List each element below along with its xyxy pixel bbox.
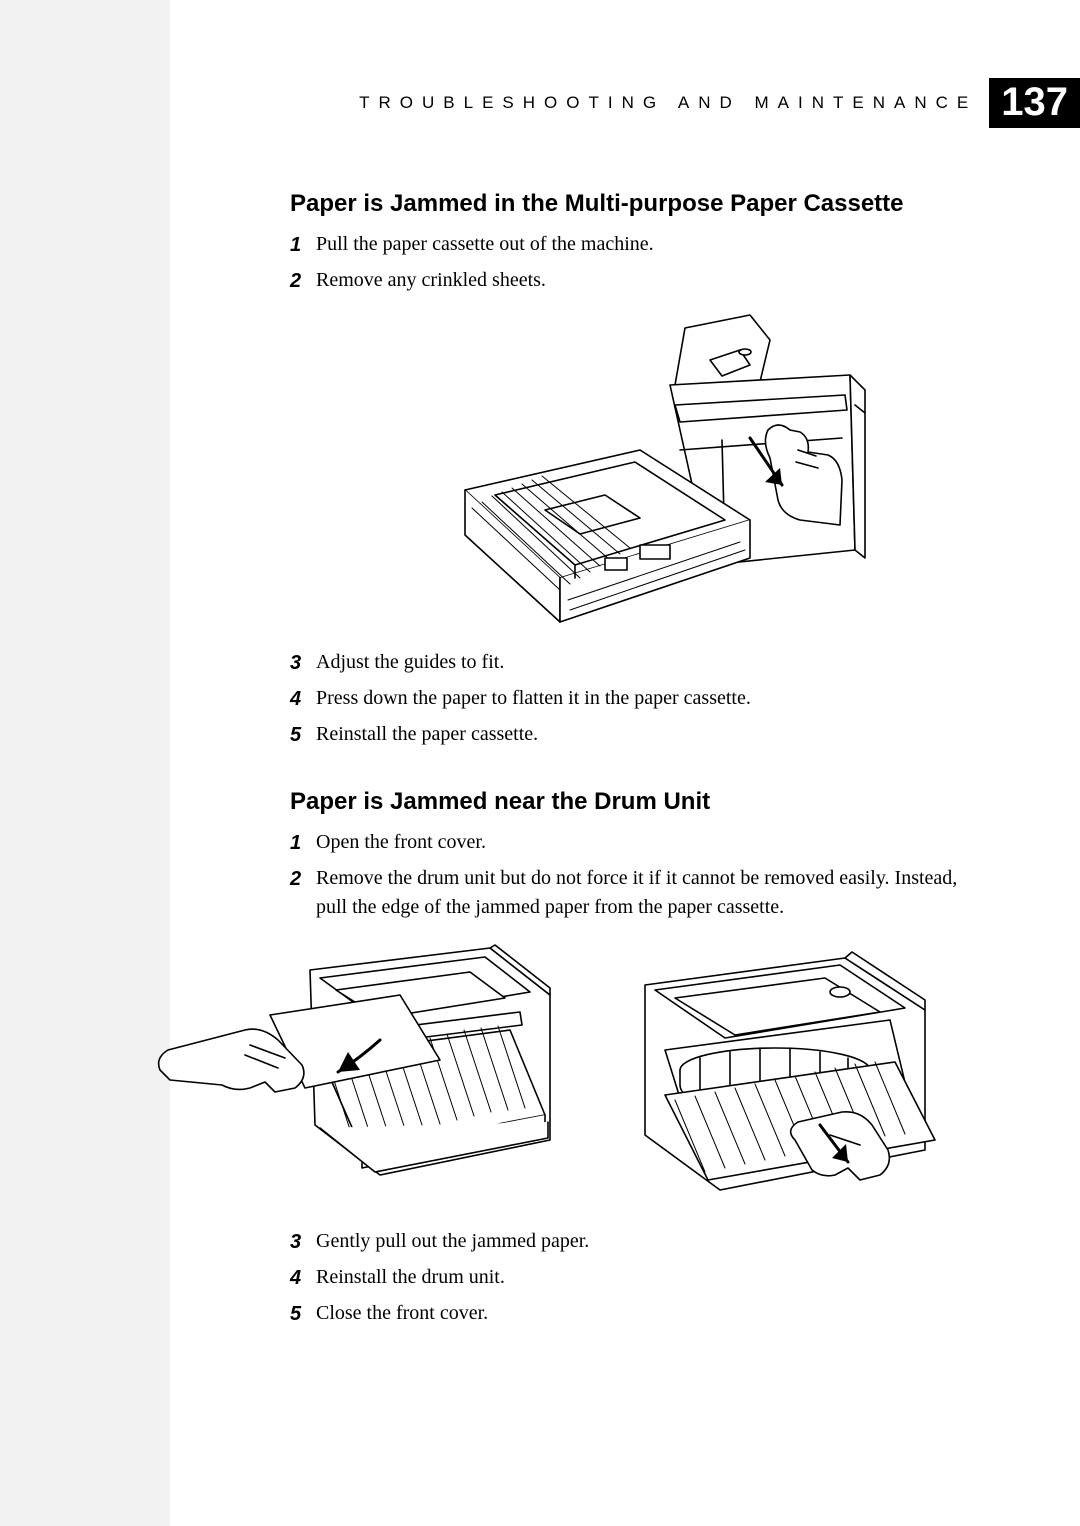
- step-number: 2: [290, 266, 316, 296]
- step-text: Remove any crinkled sheets.: [316, 266, 990, 295]
- step-text: Reinstall the paper cassette.: [316, 720, 990, 749]
- step-number: 3: [290, 648, 316, 678]
- step-text: Pull the paper cassette out of the machi…: [316, 230, 990, 259]
- step-number: 3: [290, 1227, 316, 1257]
- step-number: 1: [290, 230, 316, 260]
- step-text: Remove the drum unit but do not force it…: [316, 864, 990, 922]
- figure-drum-right: [590, 940, 1000, 1205]
- step-number: 4: [290, 1263, 316, 1293]
- main-content: Paper is Jammed in the Multi-purpose Pap…: [290, 170, 990, 1335]
- step-text: Adjust the guides to fit.: [316, 648, 990, 677]
- section2-heading: Paper is Jammed near the Drum Unit: [290, 788, 990, 816]
- step-text: Close the front cover.: [316, 1299, 990, 1328]
- figure-cassette-removal: [290, 310, 990, 630]
- step-text: Gently pull out the jammed paper.: [316, 1227, 990, 1256]
- list-item: 3 Gently pull out the jammed paper.: [290, 1227, 990, 1257]
- step-number: 2: [290, 864, 316, 894]
- list-item: 1 Pull the paper cassette out of the mac…: [290, 230, 990, 260]
- figure-row-drum: [150, 940, 1000, 1205]
- step-number: 5: [290, 1299, 316, 1329]
- figure-drum-left: [150, 940, 560, 1205]
- step-text: Press down the paper to flatten it in th…: [316, 684, 990, 713]
- step-number: 5: [290, 720, 316, 750]
- list-item: 2 Remove any crinkled sheets.: [290, 266, 990, 296]
- left-sidebar: [0, 0, 170, 1526]
- step-text: Open the front cover.: [316, 828, 990, 857]
- list-item: 3 Adjust the guides to fit.: [290, 648, 990, 678]
- list-item: 2 Remove the drum unit but do not force …: [290, 864, 990, 922]
- list-item: 4 Press down the paper to flatten it in …: [290, 684, 990, 714]
- step-text: Reinstall the drum unit.: [316, 1263, 990, 1292]
- header: TROUBLESHOOTING AND MAINTENANCE 137: [170, 78, 1080, 128]
- section2-steps-bottom: 3 Gently pull out the jammed paper. 4 Re…: [290, 1227, 990, 1329]
- section1-heading: Paper is Jammed in the Multi-purpose Pap…: [290, 190, 990, 218]
- chapter-title: TROUBLESHOOTING AND MAINTENANCE: [359, 93, 977, 113]
- section2-steps-top: 1 Open the front cover. 2 Remove the dru…: [290, 828, 990, 922]
- section1-steps-top: 1 Pull the paper cassette out of the mac…: [290, 230, 990, 296]
- page-number: 137: [989, 78, 1080, 128]
- list-item: 5 Reinstall the paper cassette.: [290, 720, 990, 750]
- list-item: 1 Open the front cover.: [290, 828, 990, 858]
- section1-steps-bottom: 3 Adjust the guides to fit. 4 Press down…: [290, 648, 990, 750]
- step-number: 1: [290, 828, 316, 858]
- list-item: 5 Close the front cover.: [290, 1299, 990, 1329]
- step-number: 4: [290, 684, 316, 714]
- list-item: 4 Reinstall the drum unit.: [290, 1263, 990, 1293]
